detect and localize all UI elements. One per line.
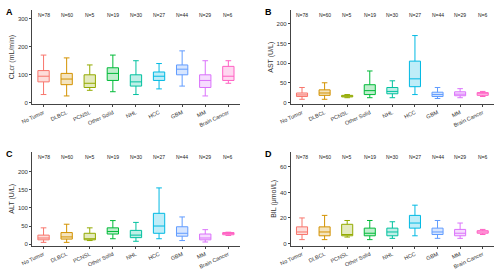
- svg-text:N=5: N=5: [342, 154, 352, 160]
- svg-text:N=60: N=60: [319, 154, 331, 160]
- svg-text:200: 200: [18, 44, 29, 50]
- svg-text:50: 50: [21, 223, 28, 229]
- svg-text:No Tumor: No Tumor: [279, 109, 304, 125]
- svg-text:PCNSL: PCNSL: [72, 251, 91, 264]
- svg-text:N=78: N=78: [296, 154, 308, 160]
- svg-text:N=30: N=30: [386, 154, 398, 160]
- svg-text:N=29: N=29: [199, 154, 211, 160]
- svg-text:N=29: N=29: [454, 12, 466, 18]
- svg-text:MM: MM: [196, 251, 207, 260]
- svg-text:No Tumor: No Tumor: [21, 109, 46, 125]
- svg-text:NHL: NHL: [381, 251, 394, 261]
- svg-text:MM: MM: [451, 251, 462, 260]
- svg-text:N=5: N=5: [85, 154, 95, 160]
- svg-text:PCNSL: PCNSL: [330, 109, 349, 122]
- svg-text:Brain Cancer: Brain Cancer: [453, 109, 485, 128]
- svg-text:A: A: [6, 7, 13, 17]
- svg-text:60: 60: [280, 164, 287, 170]
- svg-text:PCNSL: PCNSL: [72, 109, 91, 122]
- svg-text:MM: MM: [196, 109, 207, 118]
- svg-text:CLcr (mL/min): CLcr (mL/min): [8, 35, 16, 79]
- svg-text:DLBCL: DLBCL: [50, 251, 69, 264]
- svg-text:150: 150: [277, 41, 288, 47]
- svg-text:0: 0: [283, 241, 287, 247]
- svg-text:No Tumor: No Tumor: [21, 251, 46, 267]
- svg-text:N=29: N=29: [199, 12, 211, 18]
- svg-text:Other Solid: Other Solid: [344, 251, 371, 268]
- svg-text:GBM: GBM: [170, 109, 184, 120]
- svg-text:HCC: HCC: [403, 109, 416, 119]
- svg-text:300: 300: [18, 16, 29, 22]
- svg-text:Other Solid: Other Solid: [87, 251, 114, 268]
- svg-text:HCC: HCC: [147, 109, 160, 119]
- svg-text:N=19: N=19: [364, 154, 376, 160]
- svg-text:B: B: [265, 7, 272, 17]
- svg-text:C: C: [6, 149, 13, 159]
- svg-text:D: D: [265, 149, 272, 159]
- svg-text:100: 100: [277, 60, 288, 66]
- svg-text:N=27: N=27: [153, 12, 165, 18]
- svg-text:N=44: N=44: [176, 12, 188, 18]
- svg-text:N=6: N=6: [478, 154, 488, 160]
- svg-text:PCNSL: PCNSL: [330, 251, 349, 264]
- svg-text:N=19: N=19: [107, 12, 119, 18]
- svg-text:DLBCL: DLBCL: [308, 109, 327, 122]
- svg-text:N=6: N=6: [478, 12, 488, 18]
- svg-text:Other Solid: Other Solid: [87, 109, 114, 126]
- svg-text:NHL: NHL: [125, 251, 138, 261]
- svg-text:AST (U/L): AST (U/L): [267, 42, 275, 73]
- svg-text:200: 200: [277, 21, 288, 27]
- svg-text:N=78: N=78: [296, 12, 308, 18]
- svg-text:N=60: N=60: [61, 12, 73, 18]
- svg-text:0: 0: [283, 100, 287, 106]
- svg-text:ALT (U/L): ALT (U/L): [8, 184, 16, 214]
- svg-text:Brain Cancer: Brain Cancer: [453, 251, 485, 270]
- svg-text:GBM: GBM: [170, 251, 184, 262]
- svg-text:150: 150: [18, 187, 29, 193]
- svg-text:40: 40: [280, 190, 287, 196]
- svg-text:GBM: GBM: [425, 251, 439, 262]
- svg-text:50: 50: [280, 80, 287, 86]
- svg-text:MM: MM: [451, 109, 462, 118]
- svg-text:N=78: N=78: [38, 12, 50, 18]
- svg-text:N=19: N=19: [107, 154, 119, 160]
- svg-text:NHL: NHL: [125, 109, 138, 119]
- svg-text:N=30: N=30: [130, 154, 142, 160]
- svg-text:0: 0: [25, 100, 29, 106]
- svg-text:GBM: GBM: [425, 109, 439, 120]
- svg-text:N=44: N=44: [432, 12, 444, 18]
- svg-text:N=29: N=29: [454, 154, 466, 160]
- svg-text:DLBCL: DLBCL: [308, 251, 327, 264]
- svg-text:No Tumor: No Tumor: [279, 251, 304, 267]
- svg-text:N=78: N=78: [38, 154, 50, 160]
- svg-text:BIL (μmol/L): BIL (μmol/L): [270, 180, 278, 218]
- svg-text:HCC: HCC: [147, 251, 160, 261]
- svg-text:N=27: N=27: [409, 154, 421, 160]
- svg-text:N=60: N=60: [61, 154, 73, 160]
- svg-text:20: 20: [280, 215, 287, 221]
- svg-text:N=30: N=30: [386, 12, 398, 18]
- svg-text:Brain Cancer: Brain Cancer: [198, 251, 230, 270]
- svg-text:N=44: N=44: [176, 154, 188, 160]
- svg-text:Other Solid: Other Solid: [344, 109, 371, 126]
- svg-text:HCC: HCC: [403, 251, 416, 261]
- svg-text:N=27: N=27: [153, 154, 165, 160]
- svg-text:NHL: NHL: [381, 109, 394, 119]
- svg-text:100: 100: [18, 205, 29, 211]
- svg-text:N=19: N=19: [364, 12, 376, 18]
- svg-text:DLBCL: DLBCL: [50, 109, 69, 122]
- svg-text:N=44: N=44: [432, 154, 444, 160]
- svg-text:N=27: N=27: [409, 12, 421, 18]
- svg-text:N=6: N=6: [223, 12, 233, 18]
- svg-text:N=5: N=5: [85, 12, 95, 18]
- svg-text:N=30: N=30: [130, 12, 142, 18]
- svg-text:N=6: N=6: [223, 154, 233, 160]
- svg-text:N=60: N=60: [319, 12, 331, 18]
- svg-text:Brain Cancer: Brain Cancer: [198, 109, 230, 128]
- svg-text:200: 200: [18, 169, 29, 175]
- svg-text:100: 100: [18, 72, 29, 78]
- svg-text:N=5: N=5: [342, 12, 352, 18]
- svg-text:0: 0: [25, 241, 29, 247]
